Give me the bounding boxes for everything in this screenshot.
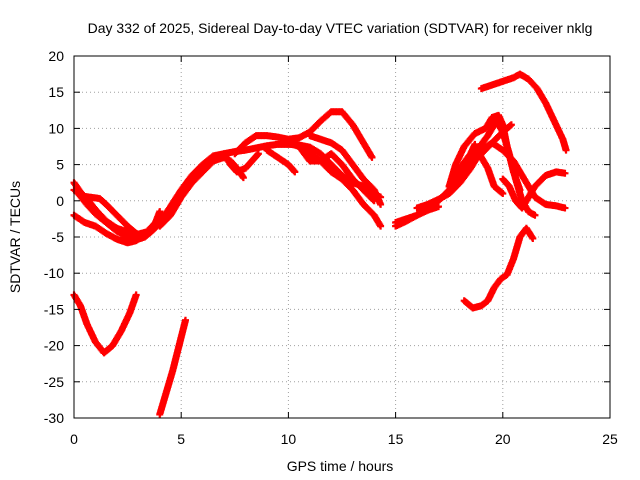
series-arc-d xyxy=(70,186,140,237)
series-arc-t xyxy=(499,168,569,212)
series-arc-s xyxy=(456,150,507,198)
data-point xyxy=(239,174,247,182)
x-tick-label: 25 xyxy=(602,431,618,447)
y-axis-label: SDTVAR / TECUs xyxy=(7,181,23,293)
y-tick-label: 0 xyxy=(56,193,64,209)
data-point xyxy=(181,316,189,324)
y-tick-label: -5 xyxy=(52,229,65,245)
series-arc-l xyxy=(295,143,378,205)
data-point xyxy=(291,168,299,176)
series-arc-w xyxy=(70,291,140,357)
chart-title: Day 332 of 2025, Sidereal Day-to-day VTE… xyxy=(88,20,593,36)
data-point xyxy=(377,222,385,230)
y-tick-label: 10 xyxy=(48,120,64,136)
axes-ticks: 0 5 10 15 20 25 -30 -25 -20 -15 -10 -5 0 5 10 15 20 xyxy=(44,48,618,447)
series-arc-k xyxy=(306,132,385,208)
data-point xyxy=(377,200,385,208)
y-tick-label: -10 xyxy=(44,265,64,281)
series-arc-v xyxy=(460,224,537,312)
y-tick-label: 20 xyxy=(48,48,64,64)
grid xyxy=(74,56,610,418)
y-tick-label: -15 xyxy=(44,301,64,317)
x-tick-label: 15 xyxy=(388,431,404,447)
y-tick-label: -25 xyxy=(44,374,64,390)
y-tick-label: -30 xyxy=(44,410,64,426)
data-point xyxy=(370,197,378,205)
data-point xyxy=(156,208,164,216)
data-point xyxy=(561,169,569,177)
data-point xyxy=(531,211,539,219)
y-tick-label: -20 xyxy=(44,338,64,354)
data-series xyxy=(70,70,570,418)
data-point xyxy=(434,203,442,211)
data-point xyxy=(368,153,376,161)
data-point xyxy=(254,150,262,158)
data-point xyxy=(499,190,507,198)
data-point xyxy=(529,234,537,242)
x-tick-label: 20 xyxy=(495,431,511,447)
series-arc-x xyxy=(156,316,189,418)
data-point xyxy=(507,121,515,129)
y-tick-label: 5 xyxy=(56,157,64,173)
data-point xyxy=(561,204,569,212)
x-tick-label: 10 xyxy=(281,431,297,447)
y-tick-label: 15 xyxy=(48,84,64,100)
series-arc-h xyxy=(231,108,376,161)
x-axis-label: GPS time / hours xyxy=(287,458,394,474)
x-tick-label: 5 xyxy=(177,431,185,447)
x-tick-label: 0 xyxy=(70,431,78,447)
series-arc-g xyxy=(220,150,262,176)
data-point xyxy=(562,146,570,154)
series-arc-u xyxy=(477,70,570,154)
series-arc-i xyxy=(263,146,299,176)
series-arc-n xyxy=(392,203,442,230)
data-point xyxy=(132,291,140,299)
